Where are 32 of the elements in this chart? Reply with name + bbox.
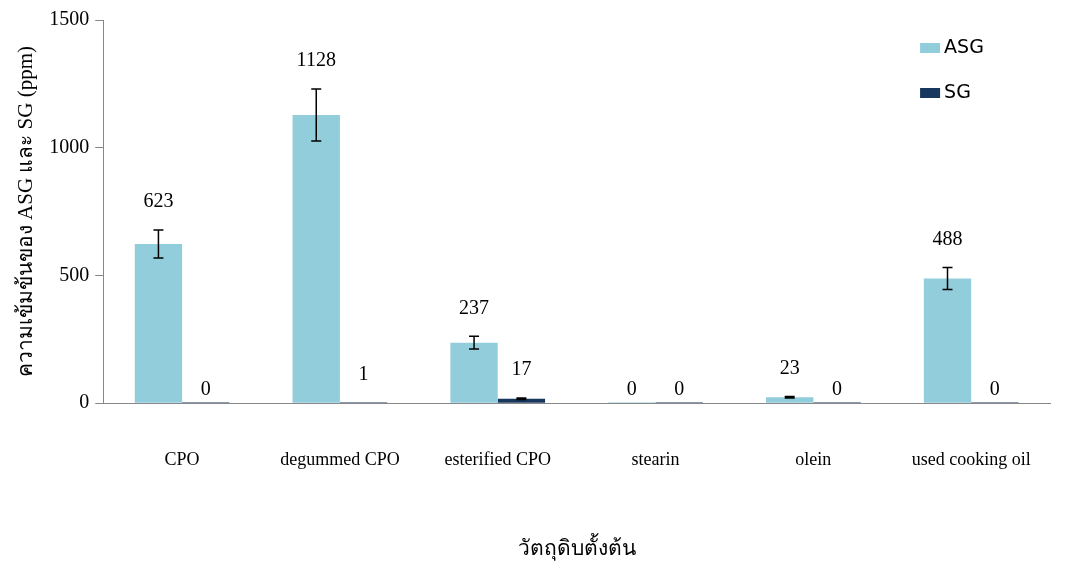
x-tick-label: olein: [795, 448, 832, 469]
data-label: 0: [626, 377, 637, 400]
bar: [292, 115, 340, 403]
y-tick-label: 1000: [49, 134, 90, 157]
x-tick-label: CPO: [164, 448, 200, 469]
data-label: 237: [459, 295, 490, 318]
y-tick-label: 0: [79, 390, 90, 413]
x-tick-label: esterified CPO: [444, 448, 551, 469]
data-label: 488: [932, 226, 963, 249]
legend-label: SG: [944, 79, 971, 102]
data-label: 0: [832, 377, 843, 400]
data-label: 23: [779, 355, 800, 378]
x-tick-label: stearin: [631, 448, 680, 469]
bar: [450, 342, 498, 403]
data-label: 0: [200, 377, 211, 400]
data-label: 1128: [296, 48, 336, 71]
bar: [923, 278, 972, 403]
data-label: 1: [358, 362, 369, 385]
data-label: 0: [989, 377, 1000, 400]
bar: [134, 244, 183, 403]
y-tick-label: 500: [59, 262, 90, 285]
x-tick-label: used cooking oil: [911, 448, 1031, 469]
x-axis-title: วัตถุดิบตั้งต้น: [517, 532, 636, 561]
bar: [497, 398, 546, 403]
bar: [766, 397, 814, 403]
legend-label: ASG: [944, 34, 984, 57]
y-tick-label: 1500: [49, 7, 90, 30]
y-axis-title: ความเข้มข้นของ ASG และ SG (ppm): [13, 46, 38, 378]
x-tick-label: degummed CPO: [280, 448, 400, 469]
data-label: 623: [143, 189, 174, 212]
data-label: 0: [674, 377, 685, 400]
data-label: 17: [511, 357, 532, 380]
